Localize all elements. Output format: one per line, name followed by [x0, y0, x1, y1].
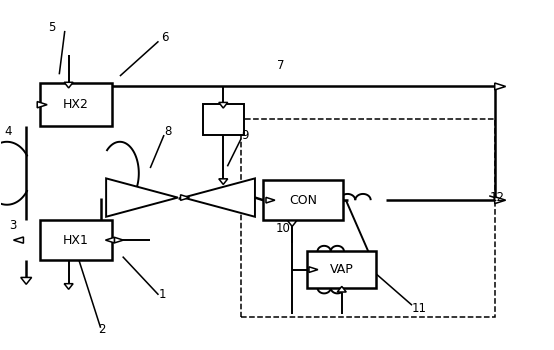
Text: VAP: VAP — [330, 263, 353, 276]
Text: 5: 5 — [48, 21, 55, 34]
Polygon shape — [64, 82, 73, 88]
Text: 10: 10 — [276, 222, 291, 235]
Polygon shape — [37, 102, 47, 108]
Bar — [263, 180, 343, 220]
Bar — [307, 251, 376, 288]
Polygon shape — [13, 237, 23, 243]
Bar — [203, 104, 244, 135]
Text: 6: 6 — [161, 32, 169, 44]
Text: 3: 3 — [9, 219, 17, 232]
Polygon shape — [495, 83, 506, 90]
Text: 9: 9 — [241, 128, 249, 141]
Text: 2: 2 — [98, 323, 105, 336]
Polygon shape — [64, 284, 73, 289]
Polygon shape — [309, 267, 318, 272]
Polygon shape — [106, 178, 178, 217]
Polygon shape — [288, 221, 296, 226]
Text: HX2: HX2 — [63, 98, 89, 111]
Polygon shape — [105, 237, 114, 243]
Polygon shape — [219, 179, 228, 184]
Bar — [241, 119, 495, 317]
Text: 12: 12 — [489, 191, 504, 204]
Text: 1: 1 — [158, 288, 166, 301]
Text: 7: 7 — [277, 59, 285, 72]
Polygon shape — [495, 197, 506, 204]
Polygon shape — [114, 237, 124, 243]
Bar — [40, 83, 112, 126]
Text: 4: 4 — [4, 125, 12, 138]
Text: 11: 11 — [412, 302, 427, 315]
Polygon shape — [337, 286, 346, 292]
Polygon shape — [183, 178, 255, 217]
Text: 8: 8 — [164, 125, 171, 138]
Polygon shape — [266, 197, 275, 203]
Text: CON: CON — [289, 194, 317, 206]
Polygon shape — [219, 103, 228, 108]
Polygon shape — [20, 278, 32, 284]
Text: HX1: HX1 — [63, 233, 89, 247]
Polygon shape — [181, 195, 189, 201]
Bar — [40, 220, 112, 260]
